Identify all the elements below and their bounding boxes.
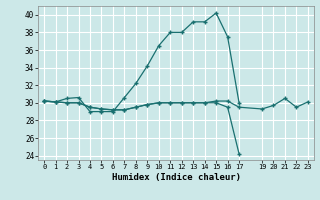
X-axis label: Humidex (Indice chaleur): Humidex (Indice chaleur) — [111, 173, 241, 182]
